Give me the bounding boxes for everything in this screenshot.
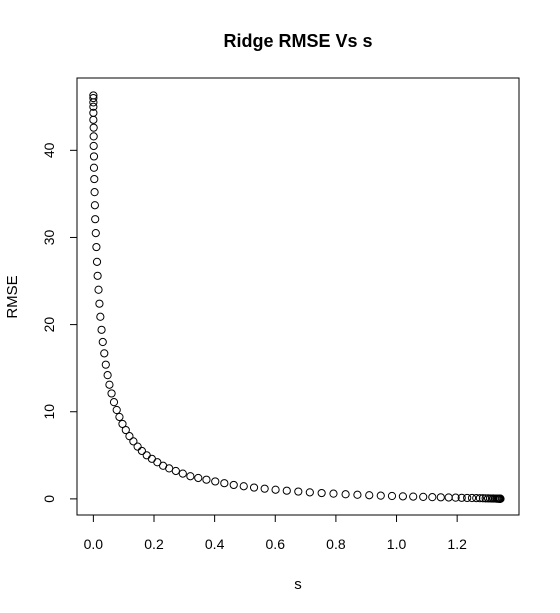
data-point [211,477,220,486]
data-point [121,425,130,435]
data-points [89,91,505,503]
data-point [229,480,238,490]
data-point [90,174,99,184]
data-point [137,446,146,456]
data-point [467,493,477,503]
data-point [436,493,445,502]
data-point [89,98,98,107]
data-point [444,493,453,502]
data-point [496,494,505,503]
data-point [100,349,109,358]
data-point [220,479,229,488]
data-point [353,490,362,499]
data-point [463,493,472,503]
data-point [239,482,248,491]
x-tick-label: 1.2 [447,536,467,552]
x-tick-label: 0.4 [205,536,225,552]
data-point [97,325,106,334]
data-point [329,489,338,498]
data-point [142,451,151,460]
data-point [91,215,100,224]
data-point [107,389,116,398]
data-point [202,475,211,484]
y-tick-label: 0 [41,495,57,503]
data-point [89,163,99,172]
data-point [472,493,481,503]
data-point [341,490,350,499]
data-point [365,491,374,500]
data-point [105,380,114,389]
data-point [153,458,162,467]
data-point [95,299,104,308]
data-point [89,102,98,111]
data-point [194,473,203,483]
data-point [94,285,103,294]
data-point [101,360,110,369]
data-point [115,412,124,422]
data-point [129,437,138,446]
y-tick-label: 40 [41,142,57,158]
data-point [89,152,99,161]
data-point [457,493,466,502]
data-point [249,483,259,492]
data-point [89,93,98,103]
data-point [92,242,101,252]
data-point [186,472,195,481]
y-axis: 0 10 20 30 40 [41,142,78,503]
x-tick-label: 1.0 [387,536,407,552]
data-point [98,337,107,347]
data-point [271,485,280,494]
data-point [409,492,418,501]
data-point [305,488,314,497]
x-tick-label: 0.2 [144,536,164,552]
y-axis-label: RMSE [4,275,21,318]
data-point [96,312,105,321]
x-tick-label: 0.6 [266,536,286,552]
data-point [178,469,187,478]
data-point [398,492,407,501]
data-point [92,257,102,266]
data-point [112,405,121,415]
data-point [133,442,142,451]
x-axis: 0.0 0.2 0.4 0.6 0.8 1.0 1.2 [84,514,467,552]
data-point [294,487,303,496]
data-point [317,488,326,498]
plot-frame [76,77,520,516]
data-point [475,494,484,503]
x-tick-label: 0.0 [84,536,104,552]
y-tick-label: 10 [41,404,57,420]
data-point [481,494,490,503]
x-axis-label: s [294,576,302,593]
data-point [282,486,291,495]
data-point [89,115,98,124]
y-tick-label: 20 [41,317,57,333]
data-point [89,141,98,151]
y-tick-label: 30 [41,229,57,245]
data-point [93,271,102,280]
data-point [260,484,269,493]
data-point [89,132,98,141]
data-point [451,493,460,502]
data-point [428,493,437,502]
data-point [387,491,397,501]
data-point [376,491,385,500]
chart-title: Ridge RMSE Vs s [223,31,372,51]
data-point [165,464,174,473]
data-point [89,123,98,132]
data-point [90,188,99,197]
data-point [103,371,112,380]
data-point [90,201,99,210]
data-point [109,398,119,407]
x-tick-label: 0.8 [326,536,346,552]
data-point [171,466,180,476]
data-point [91,229,100,238]
data-point [419,492,428,501]
data-point [125,432,134,441]
data-point [147,454,156,463]
data-point [118,419,127,429]
